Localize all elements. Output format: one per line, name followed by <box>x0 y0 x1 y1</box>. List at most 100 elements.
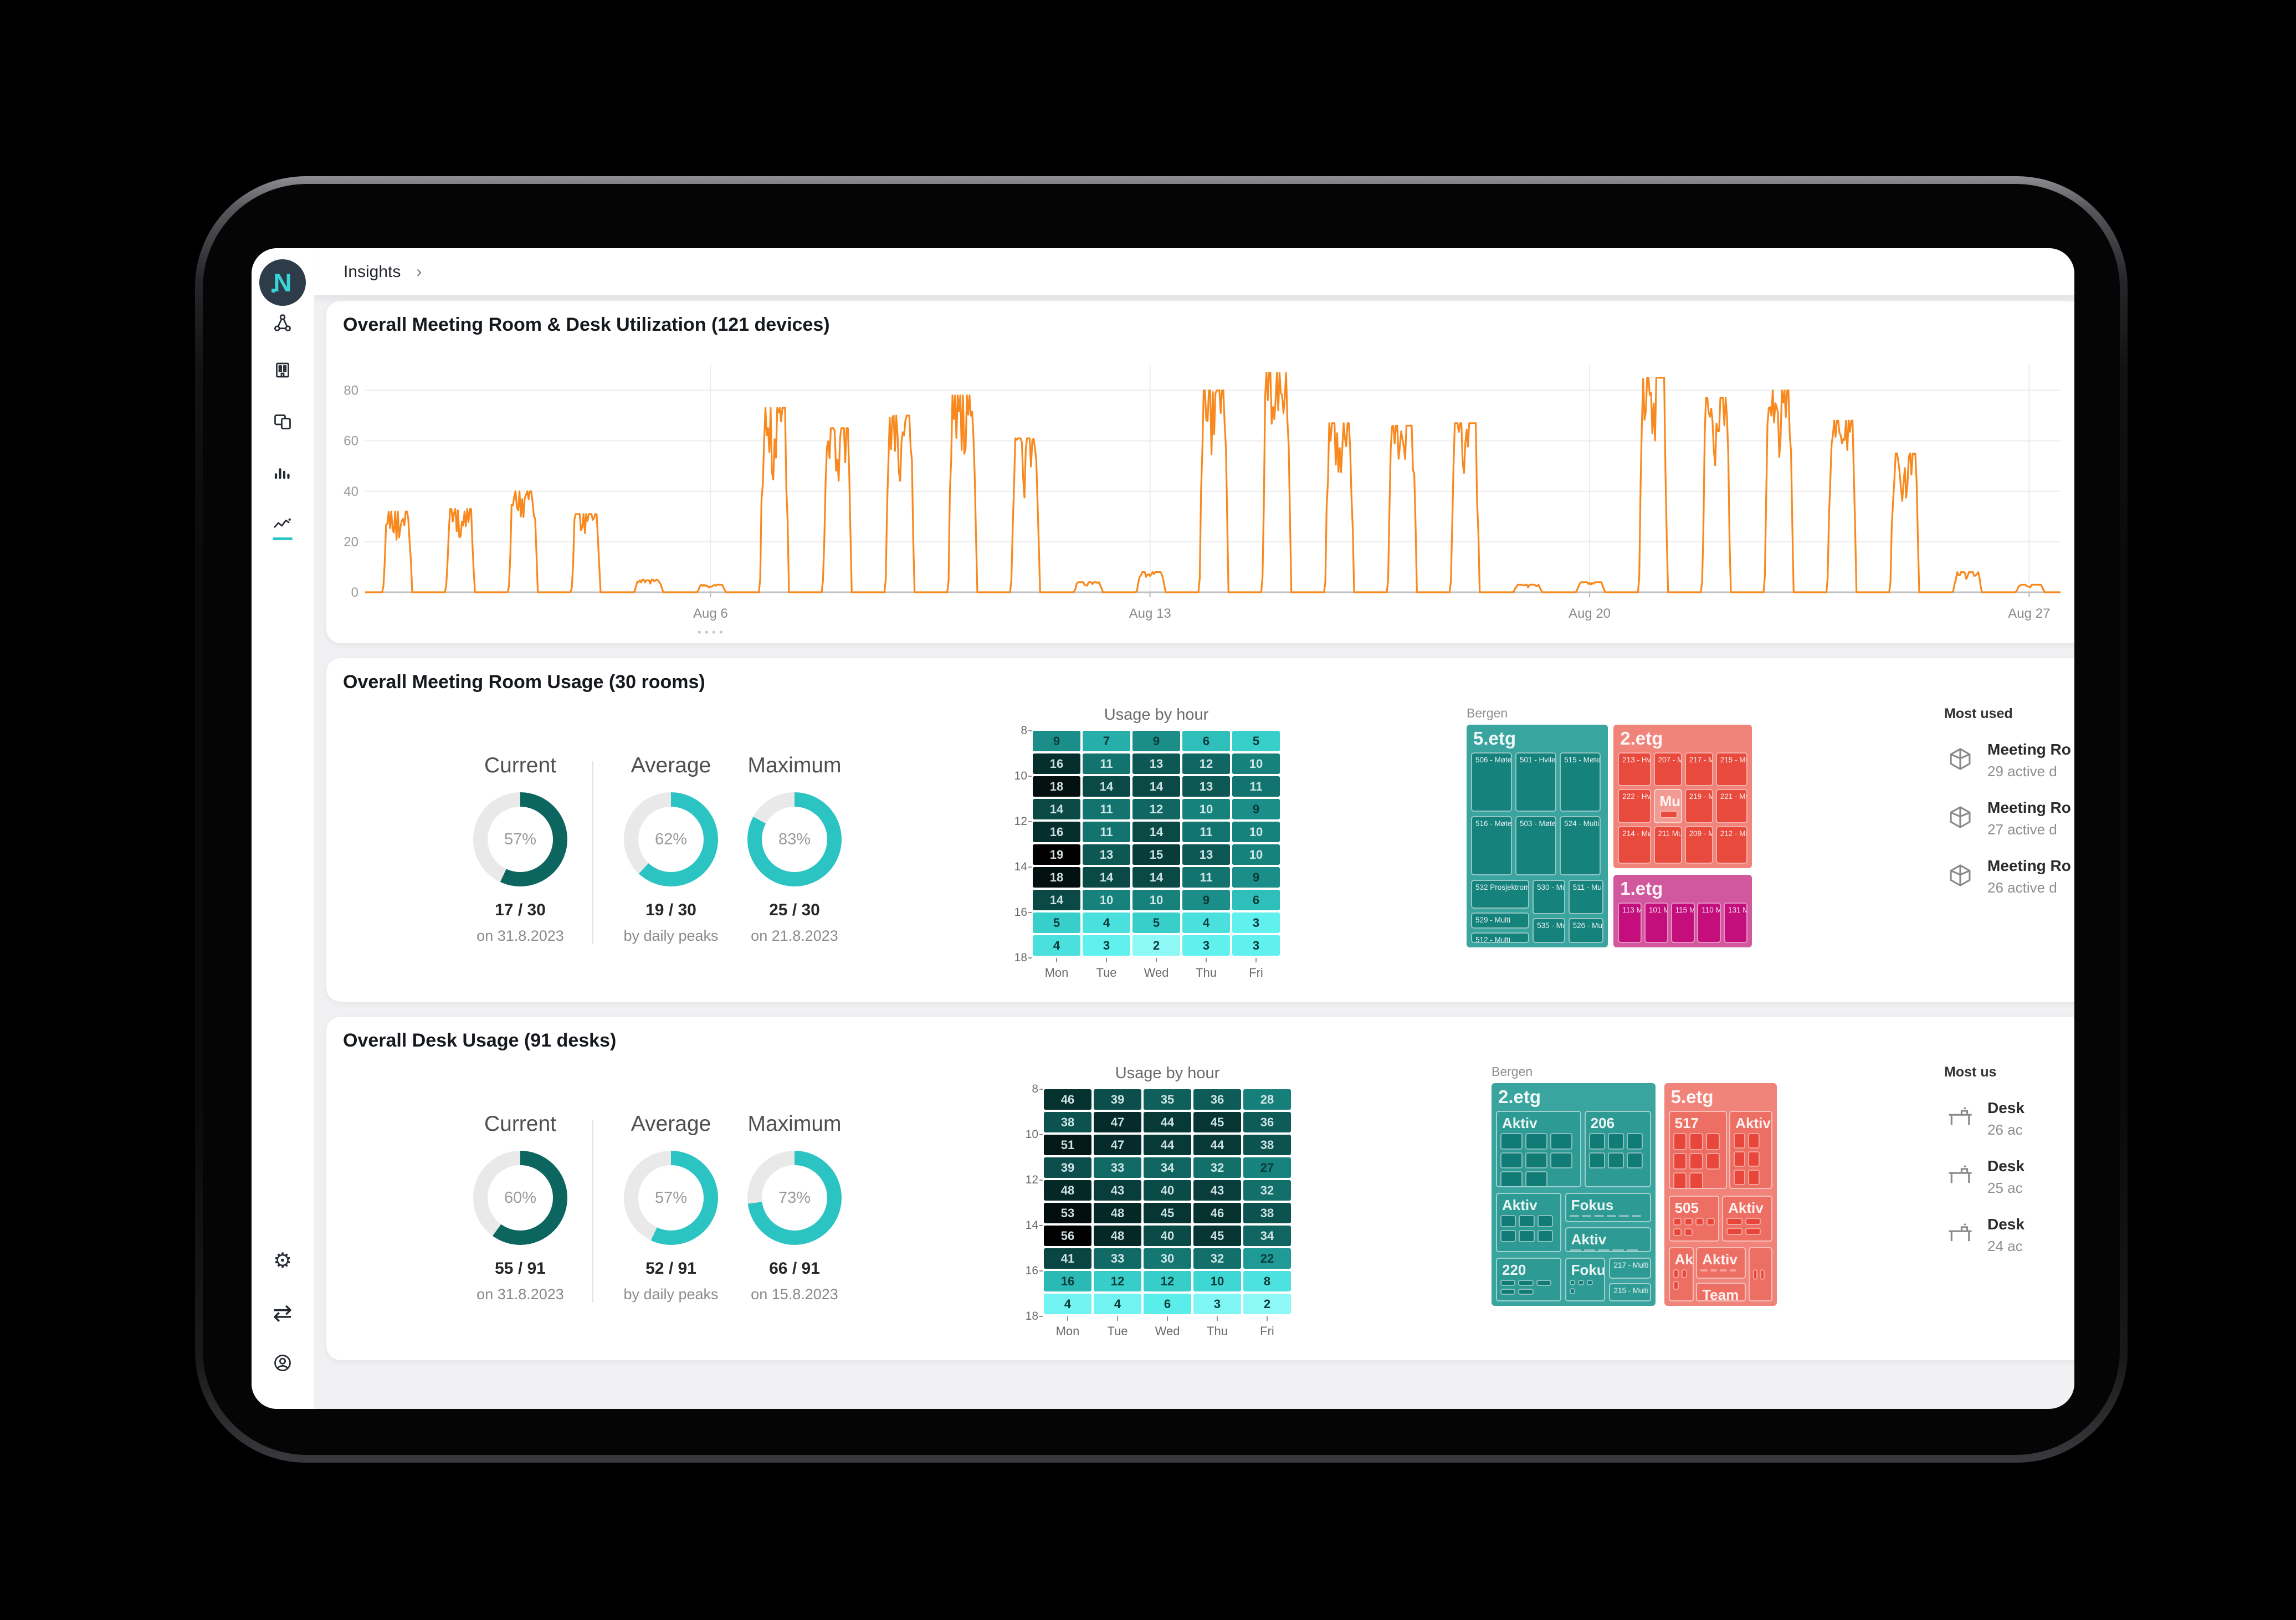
heatmap-cell[interactable]: 56 <box>1044 1226 1091 1246</box>
treemap-cell[interactable]: Aktiv <box>1496 1111 1582 1187</box>
treemap-cell[interactable]: 219 - Møte <box>1684 789 1714 823</box>
heatmap-cell[interactable]: 40 <box>1144 1226 1191 1246</box>
heatmap-cell[interactable]: 7 <box>1083 731 1130 751</box>
heatmap-cell[interactable]: 30 <box>1144 1248 1191 1269</box>
meeting-heatmap[interactable]: Usage by hour 9 7 9 6 5 16 11 13 12 10 18 14 14 13 11 14… <box>1008 706 1285 980</box>
treemap-cell[interactable]: 529 - Multi <box>1471 912 1530 929</box>
sidebar-item-network[interactable] <box>270 311 295 335</box>
treemap-cell[interactable]: 506 - Møte <box>1471 752 1513 812</box>
heatmap-cell[interactable]: 3 <box>1083 935 1130 956</box>
heatmap-cell[interactable]: 10 <box>1232 822 1280 842</box>
treemap-cell[interactable]: 214 - Møte <box>1618 826 1651 864</box>
heatmap-cell[interactable]: 10 <box>1193 1271 1241 1291</box>
sidebar-item-insights-active[interactable] <box>270 512 295 536</box>
heatmap-cell[interactable]: 28 <box>1243 1089 1291 1110</box>
treemap-cell[interactable]: Aktiv <box>1565 1227 1652 1252</box>
treemap-cell[interactable]: Fokus <box>1565 1257 1606 1301</box>
heatmap-cell[interactable]: 36 <box>1193 1089 1241 1110</box>
heatmap-cell[interactable]: 3 <box>1182 935 1230 956</box>
heatmap-cell[interactable]: 47 <box>1094 1112 1141 1132</box>
heatmap-cell[interactable]: 6 <box>1182 731 1230 751</box>
heatmap-cell[interactable]: 11 <box>1232 776 1280 797</box>
heatmap-cell[interactable]: 35 <box>1144 1089 1191 1110</box>
treemap-cell[interactable]: 511 - Multi <box>1568 880 1603 915</box>
heatmap-cell[interactable]: 4 <box>1033 935 1080 956</box>
treemap-cell[interactable]: 213 - Hvile <box>1618 752 1651 787</box>
treemap-cell[interactable]: 206 <box>1584 1111 1652 1187</box>
heatmap-cell[interactable]: 14 <box>1033 799 1080 819</box>
heatmap-cell[interactable]: 10 <box>1083 890 1130 910</box>
sidebar-item-devices[interactable] <box>270 409 295 433</box>
treemap-cell[interactable]: Team <box>1696 1282 1746 1301</box>
heatmap-cell[interactable]: 4 <box>1182 912 1230 933</box>
heatmap-cell[interactable]: 11 <box>1182 822 1230 842</box>
heatmap-cell[interactable]: 48 <box>1044 1180 1091 1201</box>
heatmap-cell[interactable]: 10 <box>1182 799 1230 819</box>
heatmap-cell[interactable]: 39 <box>1094 1089 1141 1110</box>
most-used-item[interactable]: Desk 26 ac <box>1944 1099 2074 1139</box>
heatmap-cell[interactable]: 46 <box>1044 1089 1091 1110</box>
heatmap-cell[interactable]: 5 <box>1033 912 1080 933</box>
heatmap-cell[interactable]: 14 <box>1083 867 1130 888</box>
heatmap-cell[interactable]: 18 <box>1033 867 1080 888</box>
heatmap-cell[interactable]: 51 <box>1044 1135 1091 1155</box>
sidebar-item-integrations[interactable]: ⇄ <box>270 1301 295 1325</box>
heatmap-cell[interactable]: 13 <box>1182 844 1230 865</box>
treemap-cell[interactable]: 516 - Møte <box>1471 816 1513 875</box>
breadcrumb[interactable]: Insights <box>344 262 401 281</box>
treemap-cell[interactable]: 209 - Multi <box>1684 826 1714 864</box>
treemap-cell[interactable]: Aktiv <box>1729 1111 1772 1190</box>
heatmap-cell[interactable]: 14 <box>1083 776 1130 797</box>
treemap-cell[interactable] <box>1748 1247 1772 1301</box>
treemap-cell[interactable]: 217 - Multi <box>1609 1257 1652 1279</box>
heatmap-cell[interactable]: 14 <box>1132 776 1180 797</box>
sidebar-item-analytics[interactable] <box>270 461 295 485</box>
heatmap-cell[interactable]: 38 <box>1243 1135 1291 1155</box>
treemap-cell[interactable]: Fokus <box>1565 1192 1652 1223</box>
heatmap-cell[interactable]: 3 <box>1232 912 1280 933</box>
app-logo[interactable]: N <box>259 259 306 306</box>
heatmap-cell[interactable]: 33 <box>1094 1157 1141 1178</box>
heatmap-cell[interactable]: 32 <box>1193 1157 1241 1178</box>
treemap-cell[interactable]: 215 - Multi <box>1715 752 1747 787</box>
treemap-cell[interactable]: 113 Møte <box>1618 903 1642 943</box>
heatmap-cell[interactable]: 11 <box>1083 822 1130 842</box>
heatmap-cell[interactable]: 4 <box>1083 912 1130 933</box>
treemap-cell[interactable]: 532 Prosjektrom <box>1471 880 1530 909</box>
sidebar-item-buildings[interactable] <box>270 358 295 382</box>
treemap-cell[interactable]: 115 Møte <box>1670 903 1695 943</box>
heatmap-cell[interactable]: 27 <box>1243 1157 1291 1178</box>
heatmap-cell[interactable]: 39 <box>1044 1157 1091 1178</box>
heatmap-cell[interactable]: 46 <box>1193 1203 1241 1223</box>
treemap-cell[interactable]: Aktiv <box>1496 1192 1561 1252</box>
heatmap-cell[interactable]: 33 <box>1094 1248 1141 1269</box>
heatmap-cell[interactable]: 38 <box>1044 1112 1091 1132</box>
heatmap-cell[interactable]: 13 <box>1083 844 1130 865</box>
heatmap-cell[interactable]: 22 <box>1243 1248 1291 1269</box>
heatmap-cell[interactable]: 14 <box>1033 890 1080 910</box>
most-used-item[interactable]: Desk 24 ac <box>1944 1216 2074 1255</box>
treemap-cell[interactable]: 535 - Multi <box>1533 918 1565 943</box>
most-used-item[interactable]: Meeting Ro 26 active d <box>1944 857 2074 896</box>
heatmap-cell[interactable]: 15 <box>1132 844 1180 865</box>
heatmap-cell[interactable]: 16 <box>1044 1271 1091 1291</box>
heatmap-cell[interactable]: 9 <box>1232 867 1280 888</box>
heatmap-cell[interactable]: 48 <box>1094 1203 1141 1223</box>
heatmap-cell[interactable]: 9 <box>1232 799 1280 819</box>
heatmap-cell[interactable]: 12 <box>1182 753 1230 774</box>
heatmap-cell[interactable]: 11 <box>1083 799 1130 819</box>
treemap-cell[interactable]: 524 - Multi <box>1560 816 1601 875</box>
sidebar-item-settings[interactable]: ⚙ <box>270 1249 295 1273</box>
heatmap-cell[interactable]: 45 <box>1193 1112 1241 1132</box>
treemap-cell[interactable]: 101 Møte <box>1644 903 1668 943</box>
line-chart-svg[interactable]: 0 20 40 60 80 Aug 6 Aug 13 Aug 20 Aug 27 <box>332 354 2074 642</box>
treemap-cell[interactable]: 222 - Hvile <box>1618 789 1651 823</box>
heatmap-cell[interactable]: 5 <box>1232 731 1280 751</box>
heatmap-cell[interactable]: 10 <box>1232 753 1280 774</box>
most-used-item[interactable]: Meeting Ro 29 active d <box>1944 741 2074 780</box>
heatmap-cell[interactable]: 9 <box>1132 731 1180 751</box>
heatmap-cell[interactable]: 5 <box>1132 912 1180 933</box>
heatmap-cell[interactable]: 41 <box>1044 1248 1091 1269</box>
treemap-cell[interactable]: 515 - Møte <box>1560 752 1601 812</box>
treemap-cell[interactable]: Aktiv <box>1696 1247 1746 1279</box>
